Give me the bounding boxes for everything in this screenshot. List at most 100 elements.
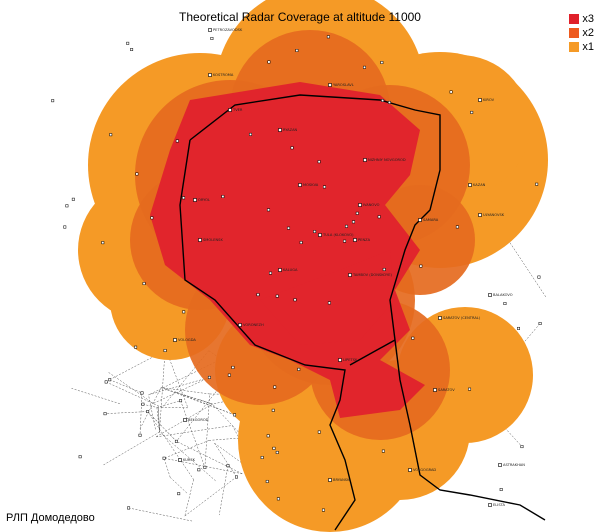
waypoint-marker: [174, 439, 178, 443]
waypoint: VOLOGDA: [173, 338, 196, 342]
waypoint-label: KALUGA: [283, 268, 298, 272]
waypoint-marker: [193, 198, 197, 202]
airway-segment: [218, 465, 229, 516]
waypoint-marker: [419, 264, 423, 268]
waypoint-marker: [338, 358, 342, 362]
waypoint-marker: [438, 316, 442, 320]
legend: x3 x2 x1: [569, 12, 594, 54]
waypoint-marker: [127, 506, 131, 510]
station-name: РЛП Домодедово: [6, 512, 95, 524]
waypoint-marker: [503, 302, 507, 305]
airway-segment: [158, 406, 160, 432]
waypoint-marker: [317, 430, 321, 434]
waypoint-label: TAMBOV (DONSKOYE): [352, 273, 392, 277]
waypoint-marker: [267, 60, 271, 64]
waypoint-marker: [498, 463, 502, 467]
waypoint-label: RYAZAN: [283, 128, 298, 132]
waypoint-marker: [182, 310, 186, 314]
airway-segment: [128, 507, 193, 522]
airway-segment: [139, 392, 143, 436]
legend-swatch-x1: [569, 42, 580, 52]
waypoint: BRYANSK: [328, 478, 350, 482]
waypoint-marker: [517, 326, 520, 330]
waypoint-marker: [140, 391, 144, 395]
waypoint: BELGOROD: [183, 418, 209, 422]
waypoint-marker: [271, 408, 275, 412]
waypoint-label: KURSK: [183, 458, 196, 462]
waypoint-marker: [238, 323, 242, 327]
waypoint-marker: [183, 418, 187, 422]
waypoint: BALAKOVO: [488, 293, 513, 297]
airway-segment: [159, 431, 216, 482]
waypoint-marker: [51, 99, 55, 103]
waypoint-marker: [343, 239, 347, 243]
waypoint-marker: [380, 61, 384, 64]
waypoint: PETROZAVODSK: [208, 28, 243, 32]
waypoint-label: KAZAN: [473, 183, 486, 187]
waypoint-marker: [317, 160, 321, 164]
waypoint-marker: [179, 399, 183, 403]
waypoint-marker: [249, 132, 253, 136]
waypoint: ASTRAKHAN: [498, 463, 525, 467]
waypoint-marker: [275, 294, 279, 298]
waypoint-label: PETROZAVODSK: [213, 28, 243, 32]
waypoint-label: MOSKVA: [303, 183, 319, 187]
waypoint-marker: [101, 241, 105, 245]
boundary-link: [349, 339, 396, 366]
waypoint-marker: [173, 338, 177, 342]
waypoint-marker: [78, 455, 82, 459]
waypoint-marker: [103, 412, 107, 416]
waypoint-marker: [328, 83, 332, 87]
waypoint-label: BELGOROD: [188, 418, 209, 422]
waypoint-marker: [538, 322, 542, 325]
airway-segment: [147, 411, 194, 480]
waypoint-marker: [348, 273, 352, 277]
waypoint-marker: [141, 402, 145, 406]
waypoint-marker: [377, 215, 381, 219]
waypoint-marker: [381, 449, 385, 453]
legend-label-x1: x1: [582, 41, 594, 53]
waypoint-marker: [363, 65, 366, 69]
waypoint-marker: [109, 133, 113, 137]
waypoint-marker: [387, 100, 391, 104]
waypoint-label: SMOLENSK: [203, 238, 223, 242]
waypoint-marker: [104, 380, 108, 384]
waypoint-marker: [134, 345, 138, 349]
waypoint-label: NIZHNIY NOVGOROD: [368, 158, 406, 162]
waypoint-marker: [278, 128, 282, 132]
waypoint-marker: [228, 108, 232, 112]
boundary-line-west: [179, 139, 356, 531]
waypoint: KALUGA: [278, 268, 298, 272]
waypoint-marker: [433, 388, 437, 392]
airway-segment: [176, 441, 243, 474]
waypoint-marker: [313, 230, 317, 234]
waypoint-marker: [321, 508, 325, 512]
waypoint-marker: [273, 385, 277, 389]
waypoint-marker: [266, 434, 270, 438]
airway-segment: [147, 411, 177, 442]
waypoint-marker: [478, 213, 482, 217]
airway-segment: [71, 388, 120, 404]
waypoint-marker: [162, 456, 166, 460]
airway-segment: [177, 392, 213, 405]
waypoint-marker: [293, 298, 297, 302]
waypoint-marker: [355, 211, 359, 215]
waypoint: MOSKVA: [298, 183, 319, 187]
waypoint-marker: [150, 216, 154, 220]
waypoint-marker: [265, 479, 269, 483]
waypoint-marker: [418, 218, 422, 222]
waypoint-label: VOLOGDA: [178, 338, 196, 342]
airway-segment: [156, 400, 181, 408]
waypoint-label: YAROSLAVL: [333, 83, 354, 87]
waypoint-label: BRYANSK: [333, 478, 350, 482]
waypoint-marker: [126, 41, 130, 45]
waypoint-label: ASTRAKHAN: [503, 463, 525, 467]
waypoint-marker: [520, 445, 524, 449]
airway-segment: [102, 431, 160, 466]
waypoint-marker: [65, 204, 69, 208]
waypoint-marker: [203, 465, 207, 469]
airway-segment: [108, 372, 154, 404]
waypoint-marker: [299, 241, 303, 245]
waypoint-label: IVANOVO: [363, 203, 380, 207]
